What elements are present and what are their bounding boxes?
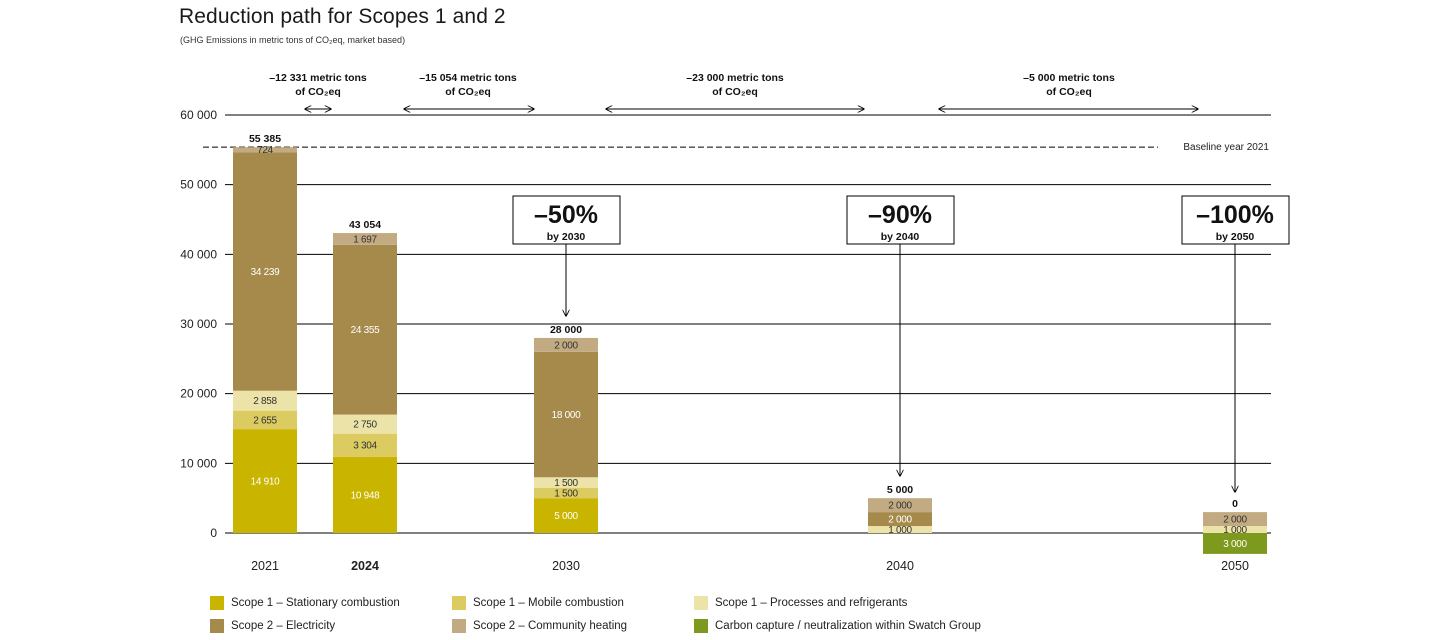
bar-segment-heating bbox=[534, 337, 598, 352]
bar-value-label: 1 000 bbox=[1223, 525, 1247, 536]
bar-segment-electricity bbox=[233, 152, 297, 391]
legend-label: Scope 1 – Mobile combustion bbox=[473, 597, 624, 609]
chart-subtitle: (GHG Emissions in metric tons of CO₂eq, … bbox=[180, 35, 406, 45]
baseline-label: Baseline year 2021 bbox=[1183, 142, 1269, 153]
target-percent: –50% bbox=[534, 201, 598, 229]
bar-segment-electricity bbox=[534, 351, 598, 478]
legend-swatch-stationary bbox=[210, 596, 224, 610]
bar-segment-heating bbox=[233, 147, 297, 153]
bar-total-label: 55 385 bbox=[249, 133, 281, 145]
bar-value-label: 3 000 bbox=[1223, 539, 1247, 550]
target-percent: –90% bbox=[868, 201, 932, 229]
bar-value-label: 2 000 bbox=[554, 340, 578, 351]
legend-swatch-capture bbox=[694, 619, 708, 633]
bar-value-label: 1 000 bbox=[888, 525, 912, 536]
legend-item-heating: Scope 2 – Community heating bbox=[452, 619, 627, 633]
bar-segment-heating bbox=[333, 233, 397, 245]
y-tick-label: 0 bbox=[210, 526, 217, 540]
reduction-label: –12 331 metric tons bbox=[269, 72, 367, 84]
bar-segment-processes bbox=[1203, 526, 1267, 533]
reduction-unit-label: of CO₂eq bbox=[295, 86, 341, 98]
bar-total-label: 28 000 bbox=[550, 324, 582, 336]
target-box bbox=[846, 195, 955, 245]
bar-segment-processes bbox=[233, 390, 297, 411]
bar-segment-electricity bbox=[868, 512, 932, 527]
bar-value-label: 5 000 bbox=[554, 511, 578, 522]
target-box bbox=[512, 195, 621, 245]
bar-value-label: 2 858 bbox=[253, 396, 277, 407]
bar-segment-processes bbox=[534, 477, 598, 488]
x-tick-label: 2040 bbox=[886, 559, 914, 573]
legend-label: Scope 1 – Processes and refrigerants bbox=[715, 597, 908, 609]
x-tick-label: 2021 bbox=[251, 559, 279, 573]
reduction-label: –15 054 metric tons bbox=[419, 72, 517, 84]
bar-value-label: 18 000 bbox=[552, 410, 582, 421]
bar-total-label: 5 000 bbox=[887, 484, 913, 496]
target-percent: –100% bbox=[1196, 201, 1274, 229]
bar-segment-heating bbox=[868, 498, 932, 513]
reduction-unit-label: of CO₂eq bbox=[712, 86, 758, 98]
reduction-unit-label: of CO₂eq bbox=[1046, 86, 1092, 98]
bar-total-label: 0 bbox=[1232, 498, 1238, 510]
target-box bbox=[1181, 195, 1290, 245]
y-tick-label: 50 000 bbox=[180, 178, 217, 192]
x-tick-label: 2024 bbox=[351, 559, 379, 573]
bar-segment-capture bbox=[1203, 533, 1267, 554]
bar-segment-mobile bbox=[534, 487, 598, 499]
bar-value-label: 2 000 bbox=[1223, 515, 1247, 526]
bar-value-label: 724 bbox=[257, 145, 274, 156]
bar-segment-processes bbox=[333, 414, 397, 434]
bar-segment-stationary bbox=[233, 429, 297, 533]
legend-item-stationary: Scope 1 – Stationary combustion bbox=[210, 596, 400, 610]
reduction-label: –23 000 metric tons bbox=[686, 72, 784, 84]
bar-value-label: 2 655 bbox=[253, 415, 277, 426]
legend-item-electricity: Scope 2 – Electricity bbox=[210, 619, 335, 633]
legend-swatch-mobile bbox=[452, 596, 466, 610]
legend-label: Scope 2 – Electricity bbox=[231, 620, 336, 632]
legend-swatch-processes bbox=[694, 596, 708, 610]
bar-value-label: 34 239 bbox=[251, 267, 281, 278]
x-tick-label: 2030 bbox=[552, 559, 580, 573]
bar-value-label: 14 910 bbox=[251, 477, 281, 488]
bar-segment-stationary bbox=[534, 498, 598, 533]
bar-value-label: 1 500 bbox=[554, 478, 578, 489]
reduction-label: –5 000 metric tons bbox=[1023, 72, 1115, 84]
target-year: by 2030 bbox=[547, 231, 586, 243]
legend-item-processes: Scope 1 – Processes and refrigerants bbox=[694, 596, 907, 610]
bar-value-label: 3 304 bbox=[353, 441, 377, 452]
legend-label: Scope 1 – Stationary combustion bbox=[231, 597, 400, 609]
bar-value-label: 2 000 bbox=[888, 501, 912, 512]
reduction-unit-label: of CO₂eq bbox=[445, 86, 491, 98]
bar-segment-electricity bbox=[333, 244, 397, 415]
y-tick-label: 20 000 bbox=[180, 387, 217, 401]
target-year: by 2050 bbox=[1216, 231, 1255, 243]
bar-segment-stationary bbox=[333, 456, 397, 533]
y-tick-label: 40 000 bbox=[180, 247, 217, 261]
bar-segment-mobile bbox=[233, 410, 297, 430]
bar-segment-mobile bbox=[333, 433, 397, 457]
target-year: by 2040 bbox=[881, 231, 920, 243]
bar-value-label: 10 948 bbox=[351, 490, 381, 501]
legend-label: Scope 2 – Community heating bbox=[473, 620, 628, 632]
chart-canvas: 0 10 000 20 000 30 000 40 000 50 000 60 000 Bas… bbox=[180, 72, 1290, 573]
bar-value-label: 24 355 bbox=[351, 325, 381, 336]
bar-value-label: 2 750 bbox=[353, 420, 377, 431]
bar-value-label: 1 500 bbox=[554, 488, 578, 499]
legend-swatch-electricity bbox=[210, 619, 224, 633]
bar-value-label: 1 697 bbox=[353, 234, 377, 245]
x-tick-label: 2050 bbox=[1221, 559, 1249, 573]
chart-title: Reduction path for Scopes 1 and 2 bbox=[179, 5, 506, 28]
bar-value-label: 2 000 bbox=[888, 515, 912, 526]
legend-item-mobile: Scope 1 – Mobile combustion bbox=[452, 596, 624, 610]
y-tick-label: 60 000 bbox=[180, 108, 217, 122]
bar-segment-processes bbox=[868, 526, 932, 533]
legend-swatch-heating bbox=[452, 619, 466, 633]
legend-item-capture: Carbon capture / neutralization within S… bbox=[694, 619, 981, 633]
bar-segment-heating bbox=[1203, 512, 1267, 527]
y-tick-label: 10 000 bbox=[180, 456, 217, 470]
bar-total-label: 43 054 bbox=[349, 219, 381, 231]
legend-label: Carbon capture / neutralization within S… bbox=[715, 620, 981, 632]
y-tick-label: 30 000 bbox=[180, 317, 217, 331]
